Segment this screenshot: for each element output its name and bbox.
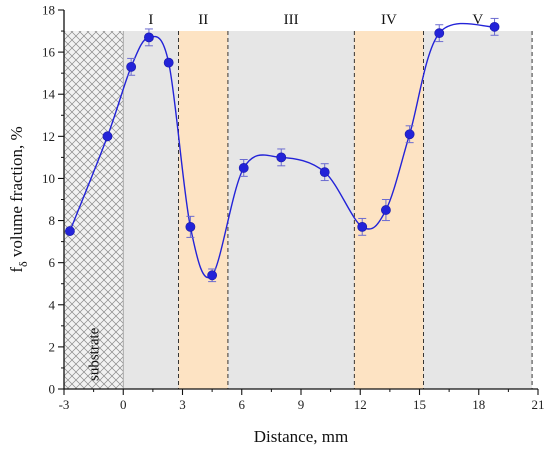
x-tick-label-12: 12 [354, 397, 367, 412]
data-point-10 [357, 221, 368, 232]
y-tick-label-6: 6 [49, 255, 56, 270]
x-tick-label-9: 9 [298, 397, 305, 412]
region-label-substrate: substrate [87, 327, 103, 381]
x-tick-label-6: 6 [239, 397, 246, 412]
region-label-I: I [148, 12, 153, 28]
data-point-0 [65, 226, 75, 236]
region-I [123, 31, 179, 389]
region-II [178, 31, 228, 389]
data-point-14 [489, 21, 500, 32]
y-tick-label-12: 12 [42, 129, 55, 144]
region-backgrounds [64, 31, 533, 389]
y-tick-label-8: 8 [49, 213, 56, 228]
y-axis-title-subscript: δ [16, 261, 30, 267]
y-axis-ticks: 0 2 4 6 8 10 12 14 16 18 [42, 3, 64, 397]
y-tick-label-2: 2 [49, 339, 56, 354]
region-label-IV: IV [381, 12, 397, 28]
data-point-6 [207, 270, 218, 281]
x-tick-label-15: 15 [413, 397, 426, 412]
y-tick-label-18: 18 [42, 3, 55, 18]
data-point-2 [126, 61, 137, 72]
y-tick-label-0: 0 [49, 382, 56, 397]
region-III [227, 31, 355, 389]
y-axis-title-main: f [7, 267, 26, 273]
data-point-9 [319, 167, 330, 178]
x-tick-label-0: 0 [120, 397, 127, 412]
data-point-5 [185, 221, 196, 232]
region-substrate [64, 31, 124, 389]
y-axis-title: fδ volume fraction, % [7, 126, 30, 272]
data-point-3 [144, 32, 154, 43]
y-axis-title-rest: volume fraction, % [7, 126, 26, 261]
x-axis-ticks: -3 0 3 6 9 12 15 18 21 [59, 389, 545, 412]
data-point-4 [163, 57, 174, 68]
data-point-12 [404, 129, 415, 140]
x-tick-label-21: 21 [532, 397, 545, 412]
x-tick-label--3: -3 [59, 397, 70, 412]
data-points [65, 21, 500, 281]
x-tick-label-3: 3 [179, 397, 186, 412]
region-V [423, 31, 533, 389]
y-tick-label-4: 4 [49, 297, 56, 312]
y-tick-label-14: 14 [42, 87, 56, 102]
data-point-7 [238, 163, 249, 173]
x-tick-label-18: 18 [472, 397, 485, 412]
region-label-II: II [198, 12, 208, 28]
y-tick-label-10: 10 [42, 171, 55, 186]
data-point-13 [434, 28, 445, 39]
y-tick-label-16: 16 [42, 45, 56, 60]
data-point-1 [102, 131, 113, 142]
data-point-11 [381, 205, 391, 215]
data-point-8 [276, 152, 287, 163]
x-axis-title: Distance, mm [254, 427, 348, 446]
region-label-V: V [472, 12, 483, 28]
region-label-III: III [284, 12, 299, 28]
